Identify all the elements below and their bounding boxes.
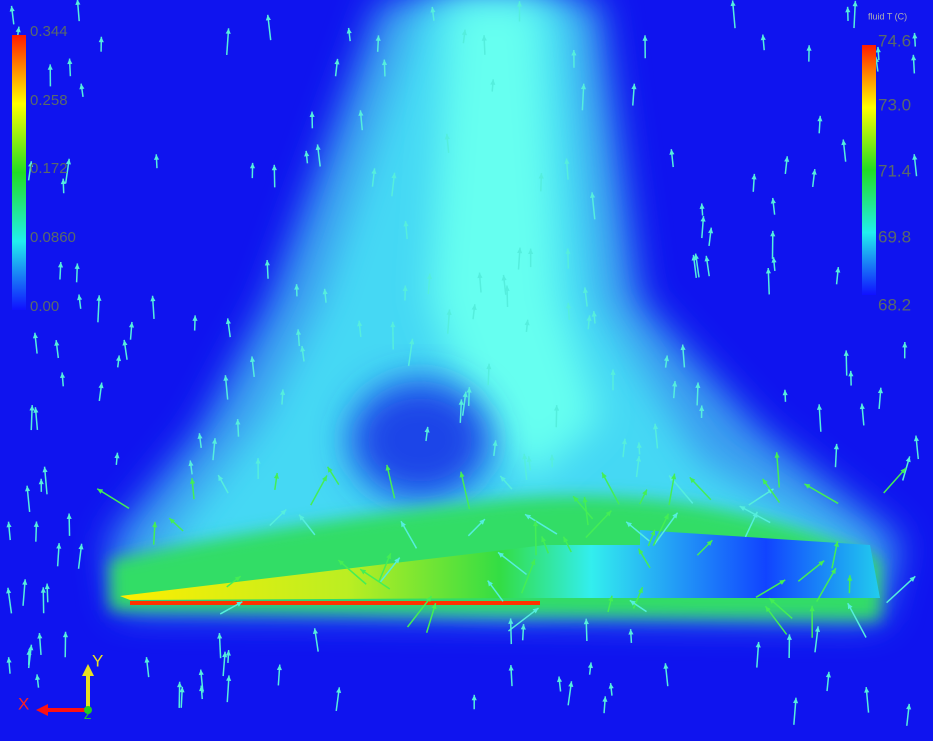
arrow-head bbox=[226, 650, 231, 656]
arrow-head bbox=[860, 404, 865, 410]
arrow-head bbox=[853, 1, 858, 7]
arrow-head bbox=[521, 624, 526, 630]
arrow-head bbox=[45, 584, 50, 590]
arrow-head bbox=[75, 263, 80, 269]
arrow-head bbox=[37, 633, 42, 639]
arrow-head bbox=[472, 695, 477, 700]
arrow-head bbox=[631, 84, 636, 90]
arrow-head bbox=[250, 163, 255, 168]
arrow-head bbox=[217, 633, 222, 639]
arrow-head bbox=[602, 696, 607, 702]
arrow-head bbox=[756, 642, 761, 648]
legend-label: 0.258 bbox=[30, 92, 68, 109]
arrow-head bbox=[60, 372, 65, 378]
arrow-head bbox=[902, 342, 907, 347]
arrow-head bbox=[75, 0, 80, 5]
arrow-head bbox=[226, 675, 231, 681]
arrow-head bbox=[793, 698, 798, 704]
arrow-head bbox=[508, 618, 513, 623]
arrow-head bbox=[67, 59, 72, 65]
legend-label: 0.172 bbox=[30, 160, 68, 177]
arrow-head bbox=[277, 665, 282, 671]
arrow-head bbox=[834, 444, 839, 450]
arrow-head bbox=[199, 686, 204, 692]
arrow-head bbox=[878, 388, 883, 394]
arrow-head bbox=[751, 174, 756, 180]
arrow-head bbox=[783, 390, 788, 396]
arrow-head bbox=[22, 579, 27, 585]
arrow-head bbox=[806, 45, 811, 50]
plume bbox=[110, 0, 900, 620]
arrow-head bbox=[48, 64, 53, 69]
arrow-head bbox=[67, 514, 72, 519]
arrow-head bbox=[766, 268, 771, 274]
arrow-head bbox=[96, 295, 101, 301]
arrow-head bbox=[34, 521, 39, 527]
legend-label: 73.0 bbox=[878, 95, 911, 114]
legend-title: fluid T (C) bbox=[868, 11, 907, 21]
arrow-head bbox=[642, 35, 647, 40]
arrow-head bbox=[265, 260, 270, 266]
arrow-head bbox=[787, 634, 792, 639]
colorbar bbox=[862, 45, 876, 295]
legend-label: 0.344 bbox=[30, 23, 68, 40]
arrow bbox=[97, 489, 129, 509]
arrow-head bbox=[817, 116, 822, 122]
arrow-head bbox=[845, 7, 850, 13]
arrow-head bbox=[39, 479, 44, 484]
arrow-head bbox=[509, 665, 514, 671]
simulation-view: 0.344 0.258 0.172 0.0860 0.00 fluid T (C… bbox=[0, 0, 933, 741]
axis-triad: X Y Z bbox=[18, 651, 103, 722]
legend-label: 71.4 bbox=[878, 161, 911, 180]
arrow-head bbox=[848, 371, 853, 376]
arrow-head bbox=[41, 587, 46, 592]
arrow-head bbox=[61, 179, 66, 185]
axis-label: X bbox=[18, 694, 29, 713]
arrow-head bbox=[192, 315, 197, 321]
arrow-head bbox=[272, 165, 277, 170]
arrow-head bbox=[310, 112, 315, 117]
arrow-head bbox=[628, 629, 633, 635]
legend-label: 69.8 bbox=[878, 227, 911, 246]
arrow-head bbox=[99, 37, 104, 42]
legend-label: 74.6 bbox=[878, 31, 911, 50]
arrow-head bbox=[177, 682, 182, 687]
arrow-head bbox=[844, 350, 849, 355]
arrow-head bbox=[42, 467, 47, 473]
arrow-head bbox=[226, 28, 231, 34]
legend-label: 0.0860 bbox=[30, 229, 76, 246]
arrow-head bbox=[584, 619, 589, 625]
arrow-head bbox=[129, 322, 134, 328]
arrow-head bbox=[700, 203, 705, 209]
legend-label: 68.2 bbox=[878, 295, 911, 314]
arrow-head bbox=[29, 405, 34, 411]
axis-label: Z bbox=[84, 708, 91, 722]
arrow-head bbox=[731, 0, 736, 6]
arrow-head bbox=[154, 154, 159, 160]
arrow-head bbox=[701, 216, 706, 222]
arrow-head bbox=[761, 35, 766, 41]
arrow-head bbox=[817, 404, 822, 410]
arrow bbox=[887, 576, 916, 602]
arrow-head bbox=[7, 657, 12, 663]
legend-label: 0.00 bbox=[30, 298, 59, 315]
arrow-head bbox=[770, 231, 775, 236]
arrow-head bbox=[63, 632, 68, 637]
arrow-head bbox=[150, 296, 155, 302]
arrow-head bbox=[58, 262, 63, 268]
arrow-head bbox=[56, 543, 61, 549]
axis-label: Y bbox=[92, 651, 103, 670]
arrow-head bbox=[912, 33, 917, 39]
colorbar bbox=[12, 35, 26, 310]
arrow-head bbox=[911, 55, 916, 61]
